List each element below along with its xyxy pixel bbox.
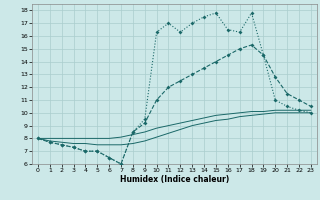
X-axis label: Humidex (Indice chaleur): Humidex (Indice chaleur) — [120, 175, 229, 184]
